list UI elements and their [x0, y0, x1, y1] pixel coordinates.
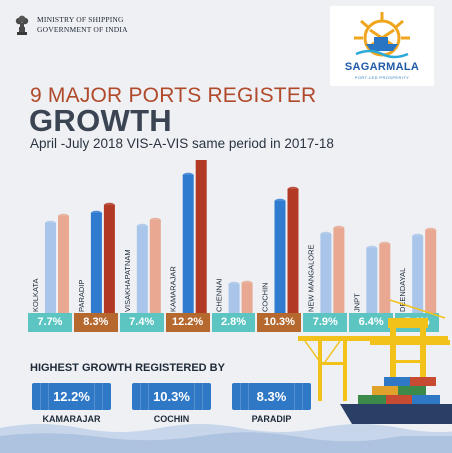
- bar-cap: [366, 245, 378, 251]
- category-label: CHENNAI: [215, 278, 224, 312]
- growth-percentage-strip: 7.7%8.3%7.4%12.2%2.8%10.3%7.9%6.4%7.4%: [28, 313, 441, 332]
- bar-cap: [333, 225, 345, 231]
- category-label: DEENDAYAL: [398, 268, 407, 312]
- ministry-line-2: GOVERNMENT OF INDIA: [37, 25, 128, 34]
- bar-2017-18: [90, 213, 102, 313]
- sagarmala-logo: SAGARMALA PORT-LED PROSPERITY: [330, 6, 434, 86]
- bar-2017-18: [412, 236, 424, 313]
- bar-2018-19: [195, 160, 207, 313]
- bar-cap: [103, 202, 115, 208]
- growth-percentage-cell: 6.4%: [349, 313, 394, 332]
- category-label: PARADIP: [77, 280, 86, 312]
- bar-2018-19: [149, 220, 161, 313]
- bar-cap: [274, 198, 286, 204]
- highlight-value: 8.3%: [256, 389, 287, 404]
- bar-cap: [320, 231, 332, 237]
- bar-2018-19: [333, 228, 345, 313]
- bar-2018-19: [103, 205, 115, 313]
- category-label: KOLKATA: [31, 279, 40, 312]
- bar-cap: [90, 210, 102, 216]
- bar-cap: [287, 186, 299, 192]
- bar-2018-19: [58, 216, 69, 313]
- category-label: JNPT: [352, 293, 361, 312]
- title-line-2: GROWTH: [29, 103, 172, 138]
- category-label: NEW MANGALORE: [306, 244, 315, 312]
- highlight-container-1: 12.2%: [32, 383, 111, 410]
- bar-2017-18: [320, 234, 332, 313]
- logo-tagline: PORT-LED PROSPERITY: [354, 75, 410, 80]
- bar-2017-18: [182, 175, 194, 313]
- highlight-container-3: 8.3%: [232, 383, 311, 410]
- bar-cap: [58, 213, 69, 219]
- bar-cap: [228, 281, 240, 287]
- growth-percentage-cell: 10.3%: [257, 313, 302, 332]
- title-line-1: 9 MAJOR PORTS REGISTER: [30, 84, 317, 107]
- growth-percentage-cell: 2.8%: [211, 313, 256, 332]
- bar-cap: [149, 217, 161, 223]
- highlight-value: 12.2%: [53, 389, 90, 404]
- bar-2017-18: [366, 248, 378, 313]
- bar-cap: [45, 220, 56, 226]
- highlight-port-name: COCHIN: [153, 414, 190, 424]
- highlight-port-name: KAMARAJAR: [42, 414, 101, 424]
- highlight-value: 10.3%: [153, 389, 190, 404]
- highlight-container-2: 10.3%: [132, 383, 211, 410]
- highlight-port-name: PARADIP: [251, 414, 292, 424]
- ministry-name: MINISTRY OF SHIPPING GOVERNMENT OF INDIA: [37, 15, 128, 35]
- national-emblem-icon: [15, 15, 29, 35]
- subtitle: April -July 2018 VIS-A-VIS same period i…: [30, 136, 334, 151]
- category-label: KAMARAJAR: [169, 266, 178, 312]
- ship-wheel-logo-icon: [354, 12, 410, 59]
- bar-cap: [136, 223, 148, 229]
- growth-percentage-cell: 7.9%: [303, 313, 348, 332]
- bar-2017-18: [136, 226, 148, 313]
- logo-wordmark: SAGARMALA: [344, 61, 420, 73]
- bar-cap: [425, 227, 437, 233]
- growth-percentage-cell: 7.4%: [119, 313, 164, 332]
- highlights-heading: HIGHEST GROWTH REGISTERED BY: [30, 362, 225, 374]
- growth-percentage-cell: 12.2%: [165, 313, 210, 332]
- bar-cap: [379, 241, 391, 247]
- bar-2018-19: [287, 189, 299, 313]
- ministry-line-1: MINISTRY OF SHIPPING: [37, 15, 124, 24]
- growth-percentage-cell: 7.7%: [28, 313, 72, 332]
- bar-2017-18: [274, 201, 286, 313]
- bar-2018-19: [241, 283, 253, 313]
- bar-cap: [412, 233, 424, 239]
- bar-2018-19: [379, 244, 391, 313]
- bar-cap: [241, 280, 253, 286]
- bar-2018-19: [425, 230, 437, 313]
- category-label: COCHIN: [261, 282, 270, 312]
- port-growth-bar-chart: KOLKATA PARADIP VISAKHAPATNAM KAMARAJAR CHEN…: [31, 160, 437, 313]
- growth-percentage-cell: 8.3%: [73, 313, 118, 332]
- bar-2017-18: [228, 284, 240, 313]
- category-label: VISAKHAPATNAM: [123, 249, 132, 312]
- bar-cap: [182, 172, 194, 178]
- bar-2017-18: [45, 223, 56, 313]
